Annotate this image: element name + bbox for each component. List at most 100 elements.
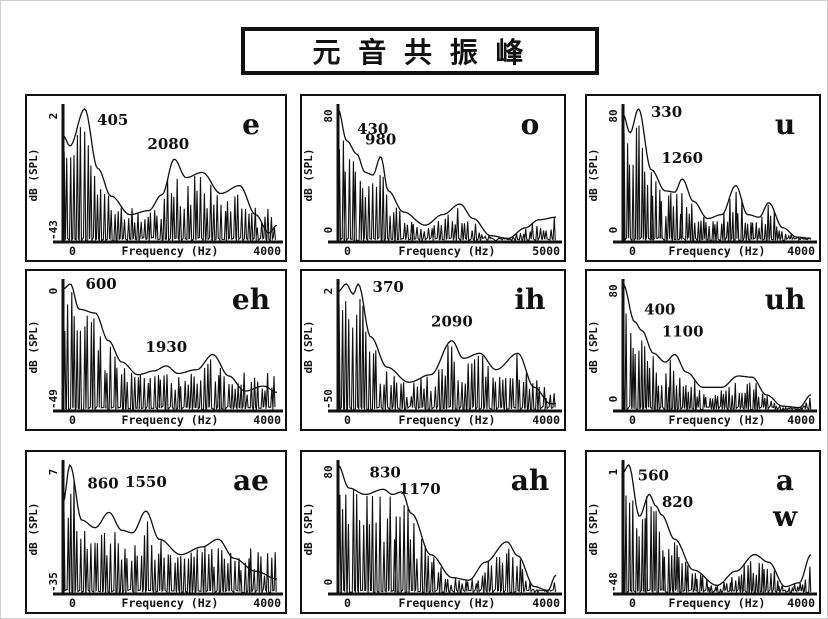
formant-label: 1260: [661, 149, 703, 167]
harmonic-spectrum: [337, 140, 556, 244]
y-max-label: 80: [607, 109, 620, 122]
vowel-label: a: [776, 464, 794, 497]
formant-label: 2080: [147, 135, 189, 153]
envelope-curve: [337, 464, 557, 592]
envelope-curve: [62, 464, 278, 580]
formant-label: 405: [97, 111, 128, 129]
harmonic-spectrum: [621, 493, 812, 595]
y-max-label: 80: [607, 284, 620, 297]
y-max-label: 2: [322, 288, 335, 295]
harmonic-spectrum: [62, 481, 277, 595]
y-min-label: 0: [322, 227, 335, 234]
formant-label: 370: [373, 278, 404, 296]
x-min-label: 0: [629, 244, 636, 258]
spectrum-panel-o: dB (SPL) 80 0 0 Frequency (Hz) 5000 o 430 980: [300, 94, 566, 262]
x-min-label: 0: [629, 413, 636, 427]
spectrum-plot: dB (SPL) 80 0 0 Frequency (Hz) 4000 u 330 1260: [587, 103, 817, 258]
x-max-label: 4000: [253, 413, 281, 427]
y-min-label: 0: [607, 396, 620, 403]
x-max-label: 5000: [532, 244, 560, 258]
y-axis-title: dB (SPL): [587, 503, 600, 556]
spectrum-plot: dB (SPL) 7 -35 0 Frequency (Hz) 4000 ae 860 1550: [27, 460, 283, 610]
vowel-label: ih: [515, 283, 546, 316]
y-max-label: 0: [47, 288, 60, 295]
y-axis-title: dB (SPL): [27, 503, 40, 556]
spectrum-panel-u: dB (SPL) 80 0 0 Frequency (Hz) 4000 u 330 1260: [585, 94, 821, 262]
y-max-label: 1: [607, 468, 620, 475]
envelope-curve: [622, 283, 812, 409]
spectrum-panel-eh: dB (SPL) 0 -49 0 Frequency (Hz) 4000 eh 600 1930: [25, 269, 287, 431]
y-min-label: -48: [607, 572, 620, 592]
formant-label: 1550: [125, 473, 167, 491]
envelope-curve: [62, 283, 278, 394]
spectrum-plot: dB (SPL) 0 -49 0 Frequency (Hz) 4000 eh 600 1930: [27, 275, 283, 427]
vowel-label: ah: [511, 464, 550, 497]
spectrum-panel-ae: dB (SPL) 7 -35 0 Frequency (Hz) 4000 ae 860 1550: [25, 450, 287, 614]
formant-label: 2090: [431, 313, 473, 331]
x-max-label: 4000: [787, 244, 815, 258]
vowel-label: e: [242, 108, 260, 141]
y-min-label: -43: [47, 220, 60, 240]
x-axis-title: Frequency (Hz): [399, 413, 496, 427]
x-min-label: 0: [69, 596, 76, 610]
harmonic-spectrum: [338, 488, 557, 595]
spectrum-plot: dB (SPL) 2 -43 0 Frequency (Hz) 4000 e 405 2080: [27, 104, 283, 258]
x-axis-title: Frequency (Hz): [669, 413, 766, 427]
vowel-label: u: [775, 108, 795, 141]
vowel-label: eh: [232, 283, 270, 316]
harmonic-spectrum: [337, 298, 556, 412]
spectrum-panel-uh: dB (SPL) 80 0 0 Frequency (Hz) 4000 uh 400 1100: [585, 269, 821, 431]
envelope-curve: [337, 108, 557, 240]
x-axis-title: Frequency (Hz): [399, 244, 496, 258]
formant-label: 1100: [662, 323, 704, 341]
spectrum-panel-aw: dB (SPL) 1 -48 0 Frequency (Hz) 4000 a w 560 820: [585, 450, 821, 614]
x-min-label: 0: [344, 596, 351, 610]
spectrum-panel-e: dB (SPL) 2 -43 0 Frequency (Hz) 4000 e 405 2080: [25, 94, 287, 262]
y-min-label: -49: [47, 389, 60, 409]
formant-label: 600: [85, 275, 116, 293]
y-axis-title: dB (SPL): [302, 321, 315, 374]
y-axis-title: dB (SPL): [302, 149, 315, 202]
spectrum-plot: dB (SPL) 80 0 0 Frequency (Hz) 4000 uh 400 1100: [587, 279, 817, 427]
x-max-label: 4000: [253, 596, 281, 610]
x-axis-title: Frequency (Hz): [122, 596, 219, 610]
vowel-label: ae: [233, 464, 269, 497]
y-min-label: 0: [322, 579, 335, 586]
formant-label: 1930: [145, 338, 187, 356]
harmonic-spectrum: [62, 127, 276, 243]
y-axis-title: dB (SPL): [302, 503, 315, 556]
formant-label: 400: [644, 301, 675, 319]
x-min-label: 0: [344, 413, 351, 427]
vowel-label: o: [521, 108, 540, 141]
x-max-label: 4000: [253, 244, 281, 258]
harmonic-spectrum: [622, 125, 812, 243]
y-min-label: -50: [322, 389, 335, 409]
y-axis-title: dB (SPL): [27, 321, 40, 374]
formant-label: 820: [662, 493, 693, 511]
y-min-label: -35: [47, 572, 60, 592]
harmonic-spectrum: [63, 292, 276, 412]
spectrum-panel-ah: dB (SPL) 80 0 0 Frequency (Hz) 4000 ah 830 1170: [300, 450, 566, 614]
spectrum-plot: dB (SPL) 2 -50 0 Frequency (Hz) 4000 ih 370 2090: [302, 278, 562, 427]
y-min-label: 0: [607, 227, 620, 234]
x-axis-title: Frequency (Hz): [669, 596, 766, 610]
x-axis-title: Frequency (Hz): [122, 244, 219, 258]
x-axis-title: Frequency (Hz): [399, 596, 496, 610]
x-min-label: 0: [344, 244, 351, 258]
envelope-curve: [622, 464, 812, 588]
x-max-label: 4000: [787, 413, 815, 427]
formant-label: 330: [651, 103, 682, 121]
envelope-curve: [337, 282, 556, 405]
y-axis-title: dB (SPL): [587, 149, 600, 202]
formant-label: 830: [370, 463, 401, 481]
envelope-curve: [622, 108, 812, 240]
formant-label: 1170: [399, 480, 441, 498]
x-max-label: 4000: [532, 413, 560, 427]
formant-label: 430: [357, 120, 388, 138]
formant-label: 560: [638, 466, 669, 484]
envelope-curve: [62, 108, 278, 234]
spectrum-plot: dB (SPL) 1 -48 0 Frequency (Hz) 4000 aw 560 820: [587, 460, 817, 610]
